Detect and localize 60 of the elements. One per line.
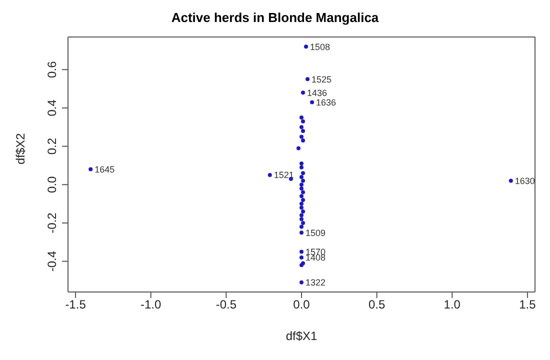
point <box>300 230 304 235</box>
chart-title: Active herds in Blonde Mangalica <box>170 9 380 27</box>
x-tick-label: 0.5 <box>368 298 386 312</box>
point <box>300 134 304 139</box>
point <box>508 178 513 183</box>
y-tick-label: 0.0 <box>45 176 59 193</box>
x-axis-title: df$X1 <box>286 329 318 343</box>
point <box>300 224 304 229</box>
point <box>300 162 304 166</box>
annotation: 1645 <box>94 164 115 174</box>
point <box>300 116 304 120</box>
point <box>300 217 304 222</box>
y-tick-label: -0.2 <box>45 212 59 234</box>
y-axis-title: df$X2 <box>13 132 28 164</box>
annotation: 1509 <box>306 228 326 238</box>
point <box>300 250 304 254</box>
point <box>301 128 306 133</box>
point <box>301 178 306 183</box>
annotation: 1436 <box>307 88 328 98</box>
x-tick-label: -1.0 <box>140 298 162 312</box>
point <box>300 194 304 198</box>
point <box>301 138 306 143</box>
point <box>300 255 304 260</box>
point <box>296 146 300 150</box>
y-tick-label: 0.4 <box>45 99 59 116</box>
point <box>301 90 306 95</box>
x-tick-label: 1.0 <box>444 298 461 312</box>
point <box>301 209 306 214</box>
annotation: 1521 <box>274 170 294 180</box>
point <box>300 202 304 206</box>
point <box>300 213 304 218</box>
annotation: 1630 <box>514 176 535 186</box>
annotation: 1322 <box>306 278 326 288</box>
point <box>300 165 304 170</box>
y-tick-label: 0.2 <box>45 138 59 155</box>
y-tick-label: -0.4 <box>45 250 59 272</box>
point <box>88 167 93 172</box>
annotation: 1636 <box>316 97 336 108</box>
point <box>301 190 306 194</box>
x-tick-label: 0.0 <box>293 298 310 312</box>
annotation: 1525 <box>312 74 332 84</box>
point <box>300 174 304 179</box>
point <box>301 198 306 202</box>
point <box>301 119 306 124</box>
x-tick-label: -1.5 <box>65 298 86 312</box>
point <box>300 186 304 190</box>
point <box>301 220 306 225</box>
x-tick-label: -0.5 <box>216 298 237 312</box>
point <box>268 173 272 178</box>
point <box>300 125 304 130</box>
point <box>304 44 308 49</box>
annotation: 1508 <box>310 42 330 52</box>
point <box>306 77 310 82</box>
point <box>300 182 304 187</box>
y-tick-label: 0.6 <box>45 60 59 78</box>
point <box>300 280 304 284</box>
point <box>310 100 314 104</box>
x-tick-label: 1.5 <box>519 298 536 312</box>
point <box>300 206 304 210</box>
point <box>301 171 306 176</box>
